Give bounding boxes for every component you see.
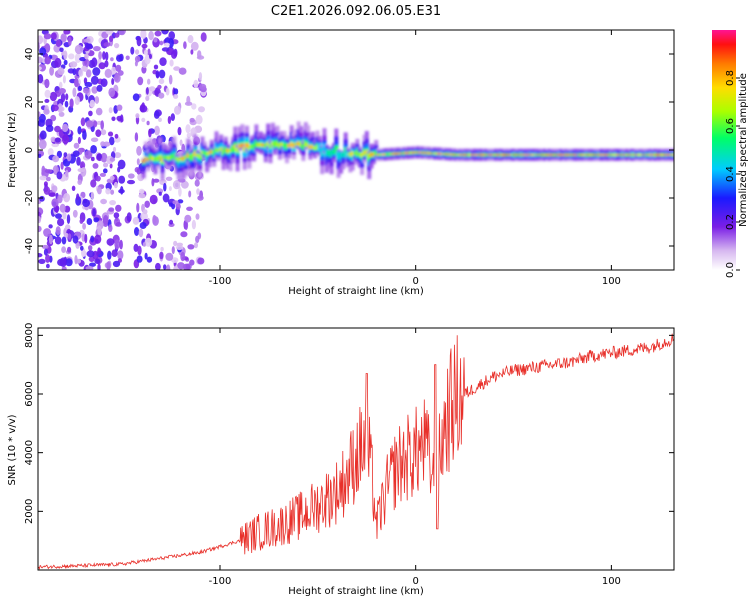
spectrogram-ytick-label: -20 bbox=[24, 190, 35, 206]
spectrogram-ytick-label: 40 bbox=[24, 48, 35, 61]
spectrogram-ytick-label: 20 bbox=[24, 96, 35, 109]
spectrogram-xtick-label: -100 bbox=[209, 276, 232, 287]
colorbar-ticks: 0.0 0.2 0.4 0.6 0.8 bbox=[725, 70, 740, 278]
spectrogram-panel: -100 0 100 -40 -20 0 20 40 Height of straight l… bbox=[7, 29, 675, 297]
snr-ytick-label: 4000 bbox=[24, 440, 35, 465]
spectrogram-xtick-label: 100 bbox=[602, 276, 621, 287]
colorbar-tick-label: 0.2 bbox=[725, 214, 736, 230]
spectrogram-ridge bbox=[141, 121, 674, 181]
spectrogram-ytick-label: 0 bbox=[24, 147, 35, 153]
snr-series-line bbox=[38, 333, 674, 570]
snr-ticks: -100 0 100 2000 4000 6000 8000 bbox=[24, 323, 674, 587]
colorbar: 0.0 0.2 0.4 0.6 0.8 Normalized spectral ampl… bbox=[712, 30, 749, 278]
colorbar-gradient bbox=[712, 30, 736, 270]
snr-panel: -100 0 100 2000 4000 6000 8000 Height of strai… bbox=[7, 323, 675, 597]
colorbar-tick-label: 0.0 bbox=[725, 262, 736, 278]
snr-xlabel: Height of straight line (km) bbox=[288, 586, 424, 597]
spectrogram-xtick-label: 0 bbox=[412, 276, 418, 287]
snr-ytick-label: 2000 bbox=[24, 499, 35, 524]
snr-ylabel: SNR (10 * v/v) bbox=[7, 414, 18, 485]
colorbar-tick-label: 0.4 bbox=[725, 166, 736, 182]
snr-xtick-label: 100 bbox=[602, 576, 621, 587]
snr-frame bbox=[37, 327, 675, 571]
figure-title: C2E1.2026.092.06.05.E31 bbox=[271, 4, 441, 19]
colorbar-label: Normalized spectral amplitude bbox=[738, 73, 749, 227]
spectrogram-ytick-label: -40 bbox=[24, 238, 35, 254]
snr-xtick-label: -100 bbox=[209, 576, 232, 587]
spectrogram-xlabel: Height of straight line (km) bbox=[288, 286, 424, 297]
spectrogram-ticks: -100 0 100 -40 -20 0 20 40 bbox=[24, 30, 674, 287]
colorbar-tick-label: 0.8 bbox=[725, 70, 736, 86]
snr-ytick-label: 8000 bbox=[24, 323, 35, 348]
snr-xtick-label: 0 bbox=[412, 576, 418, 587]
spectrogram-ylabel: Frequency (Hz) bbox=[7, 112, 18, 188]
colorbar-tick-label: 0.6 bbox=[725, 118, 736, 134]
snr-ytick-label: 6000 bbox=[24, 381, 35, 406]
